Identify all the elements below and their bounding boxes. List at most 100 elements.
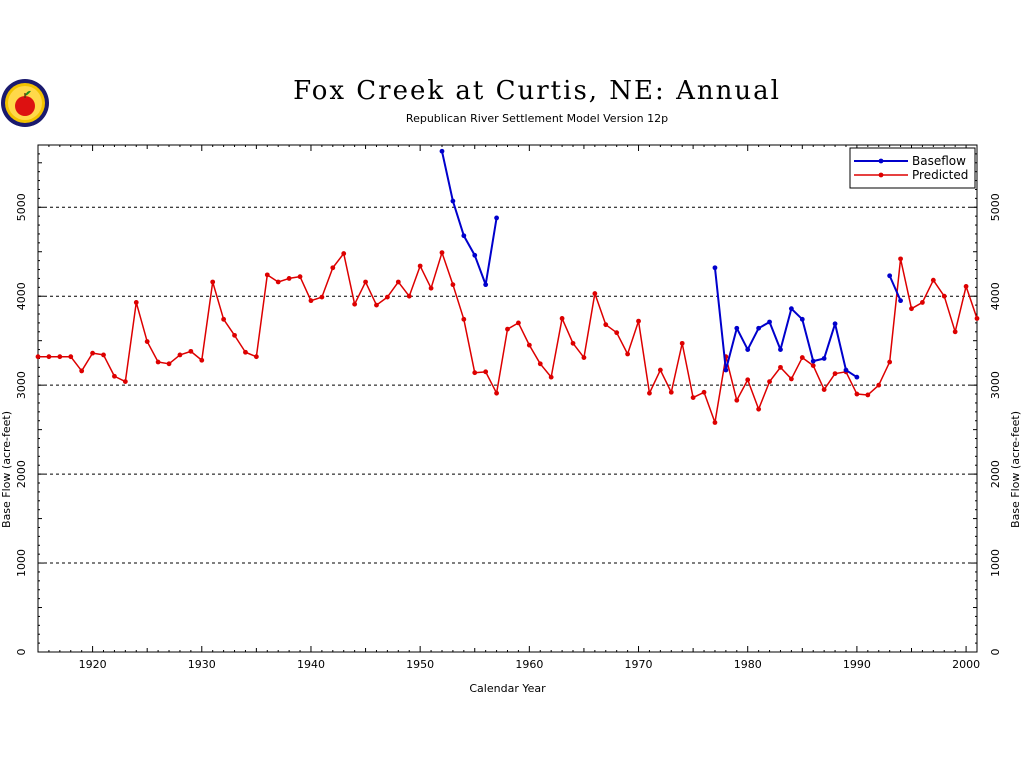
y-tick-label-left: 1000	[15, 549, 28, 577]
data-point-predicted	[341, 251, 347, 256]
data-point-baseflow	[898, 298, 903, 304]
y-tick-label-left: 3000	[15, 371, 28, 399]
data-point-predicted	[526, 342, 532, 348]
data-point-predicted	[122, 379, 128, 384]
data-point-predicted	[832, 371, 838, 376]
series-line-predicted	[38, 251, 978, 424]
y-tick-label-right: 5000	[989, 193, 1002, 221]
data-point-predicted	[941, 293, 947, 299]
data-point-predicted	[68, 354, 74, 360]
data-point-baseflow	[450, 198, 456, 204]
legend-marker-baseflow	[878, 158, 884, 164]
plot-frame	[37, 144, 978, 653]
data-point-predicted	[101, 352, 106, 358]
data-point-predicted	[46, 354, 52, 360]
y-tick-label-left: 4000	[15, 282, 28, 310]
data-point-predicted	[363, 279, 368, 285]
apple-emblem-icon	[1, 79, 49, 127]
x-tick-label: 1930	[188, 658, 216, 671]
x-tick-label: 1990	[843, 658, 871, 671]
data-point-predicted	[417, 263, 423, 269]
data-point-predicted	[898, 256, 903, 262]
data-point-predicted	[188, 348, 194, 354]
data-point-predicted	[865, 392, 871, 398]
data-point-predicted	[57, 354, 63, 360]
legend-label-predicted: Predicted	[912, 168, 968, 182]
data-point-predicted	[483, 369, 489, 375]
data-point-predicted	[876, 382, 882, 388]
data-point-predicted	[701, 389, 707, 395]
data-point-baseflow	[767, 319, 772, 325]
y-tick-label-left: 2000	[15, 460, 28, 488]
series-predicted	[35, 250, 980, 425]
x-tick-label: 2000	[952, 658, 980, 671]
data-point-predicted	[155, 359, 161, 365]
data-point-predicted	[286, 276, 292, 281]
series-layer	[35, 148, 980, 425]
data-point-predicted	[734, 397, 740, 403]
data-point-predicted	[112, 373, 117, 379]
chart-subtitle: Republican River Settlement Model Versio…	[405, 112, 669, 125]
data-point-predicted	[690, 395, 696, 401]
y-axis-title-right: Base Flow (acre-feet)	[1009, 411, 1022, 528]
axis-ticks	[37, 144, 978, 653]
data-point-predicted	[679, 340, 685, 346]
data-point-predicted	[516, 320, 521, 326]
data-point-predicted	[461, 316, 467, 322]
series-baseflow	[439, 148, 903, 380]
data-point-predicted	[537, 361, 543, 367]
series-line-baseflow	[888, 275, 902, 302]
data-point-predicted	[308, 298, 314, 304]
data-point-predicted	[384, 294, 390, 300]
data-point-baseflow	[821, 356, 827, 361]
legend-marker-predicted	[878, 172, 884, 178]
data-point-predicted	[428, 285, 434, 291]
data-point-predicted	[810, 363, 816, 368]
data-point-predicted	[636, 318, 641, 324]
data-point-predicted	[745, 377, 751, 383]
data-point-predicted	[625, 351, 631, 357]
data-point-baseflow	[461, 233, 467, 239]
data-point-predicted	[439, 250, 445, 256]
data-point-predicted	[952, 329, 958, 335]
data-point-baseflow	[810, 358, 816, 364]
data-point-predicted	[657, 367, 663, 373]
data-point-baseflow	[887, 273, 893, 279]
data-point-baseflow	[723, 367, 729, 373]
data-point-baseflow	[439, 148, 445, 154]
x-tick-label: 1980	[734, 658, 762, 671]
data-point-predicted	[920, 300, 925, 305]
data-point-baseflow	[472, 252, 478, 258]
data-point-predicted	[264, 272, 270, 278]
data-point-baseflow	[483, 282, 489, 288]
data-point-predicted	[854, 391, 860, 397]
data-point-predicted	[494, 390, 499, 396]
x-tick-label: 1950	[406, 658, 434, 671]
tick-labels: 1920 1930 1940 1950 1960 1970 1980 1990 2000 0 0 10…	[15, 193, 1002, 671]
data-point-baseflow	[734, 325, 740, 331]
y-tick-label-right: 4000	[989, 282, 1002, 310]
data-point-baseflow	[799, 316, 805, 322]
legend-label-baseflow: Baseflow	[912, 154, 966, 168]
y-tick-label-right: 1000	[989, 549, 1002, 577]
data-point-predicted	[821, 387, 827, 393]
data-point-predicted	[570, 340, 576, 346]
y-tick-label-right: 2000	[989, 460, 1002, 488]
y-tick-label-left: 0	[15, 649, 28, 656]
legend-box	[849, 147, 976, 189]
series-line-baseflow	[713, 267, 858, 378]
data-point-predicted	[374, 302, 379, 308]
x-tick-label: 1970	[625, 658, 653, 671]
x-tick-label: 1920	[79, 658, 107, 671]
data-point-baseflow	[494, 215, 499, 221]
data-point-predicted	[275, 279, 281, 285]
data-point-predicted	[319, 294, 325, 300]
data-point-predicted	[406, 293, 412, 299]
data-point-predicted	[133, 300, 139, 305]
data-point-predicted	[166, 361, 172, 367]
data-point-predicted	[79, 368, 85, 374]
y-tick-label-right: 3000	[989, 371, 1002, 399]
data-point-baseflow	[788, 306, 794, 312]
